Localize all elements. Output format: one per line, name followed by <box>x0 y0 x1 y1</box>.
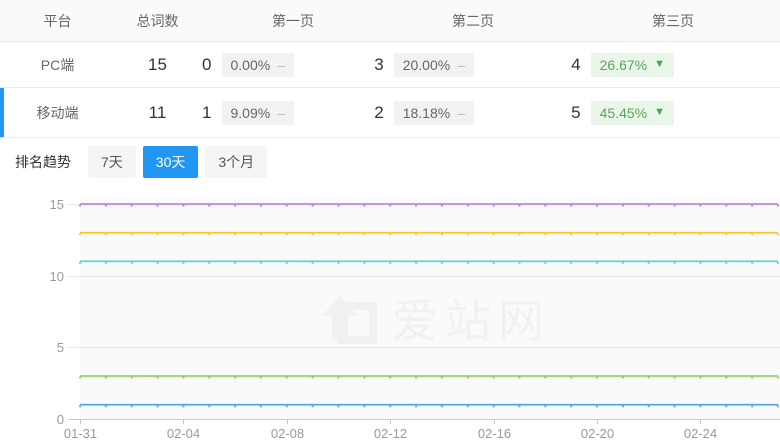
trend-flat-icon: – <box>457 104 465 121</box>
header-page2: 第二页 <box>452 12 494 29</box>
page3-pct: 45.45% <box>599 104 648 121</box>
page1-cell: 1 9.09% – <box>200 100 320 125</box>
tab-3-months[interactable]: 3个月 <box>205 145 268 178</box>
svg-text:02-08: 02-08 <box>271 426 304 441</box>
page3-pct-badge[interactable]: 26.67% ▼ <box>590 52 674 77</box>
page2-pct-badge: 20.00% – <box>393 52 474 77</box>
page2-pct: 20.00% <box>402 56 451 73</box>
tab-7-days[interactable]: 7天 <box>88 145 136 178</box>
trend-title: 排名趋势 <box>15 153 71 170</box>
keyword-rank-table: 平台 总词数 第一页 第二页 第三页 PC端 15 0 0.00% – 3 20… <box>0 0 780 138</box>
page1-pct: 9.09% <box>230 104 271 121</box>
svg-text:10: 10 <box>50 269 64 284</box>
svg-text:02-20: 02-20 <box>581 426 614 441</box>
page3-pct: 26.67% <box>599 56 648 73</box>
trend-flat-icon: – <box>277 104 285 121</box>
svg-text:5: 5 <box>57 340 64 355</box>
table-row-pc[interactable]: PC端 15 0 0.00% – 3 20.00% – 4 26.67% ▼ <box>0 42 780 88</box>
trend-line-chart-svg: 0 5 10 15 01-31 02-04 02-08 02-12 02-16 02-20 02-2… <box>50 197 780 441</box>
page3-pct-badge[interactable]: 45.45% ▼ <box>590 100 674 125</box>
page2-pct-badge: 18.18% – <box>393 100 474 125</box>
page3-count: 5 <box>571 102 581 122</box>
platform-label: PC端 <box>40 56 75 73</box>
page3-count: 4 <box>571 54 581 74</box>
page1-pct-badge: 9.09% – <box>221 100 294 125</box>
svg-text:02-24: 02-24 <box>684 426 717 441</box>
page3-cell: 5 45.45% ▼ <box>500 100 700 125</box>
header-page3: 第三页 <box>652 12 694 29</box>
svg-text:02-04: 02-04 <box>167 426 200 441</box>
table-header-row: 平台 总词数 第一页 第二页 第三页 <box>0 0 780 42</box>
trend-down-icon: ▼ <box>654 106 665 118</box>
platform-label: 移动端 <box>36 104 79 121</box>
table-row-mobile[interactable]: 移动端 11 1 9.09% – 2 18.18% – 5 45.45% ▼ <box>0 88 780 138</box>
page2-count: 3 <box>374 54 384 74</box>
page1-cell: 0 0.00% – <box>200 52 320 77</box>
page2-cell: 2 18.18% – <box>320 100 500 125</box>
page1-count: 1 <box>202 102 212 122</box>
tab-30-days[interactable]: 30天 <box>142 145 199 178</box>
ranking-trend-chart: 0 5 10 15 01-31 02-04 02-08 02-12 02-16 02-20 02-2… <box>0 185 780 446</box>
trend-flat-icon: – <box>457 56 465 73</box>
total-words-value: 15 <box>148 54 167 74</box>
total-words-value: 11 <box>148 102 167 122</box>
page1-pct-badge: 0.00% – <box>221 52 294 77</box>
page2-cell: 3 20.00% – <box>320 52 500 77</box>
svg-text:01-31: 01-31 <box>64 426 97 441</box>
page3-cell: 4 26.67% ▼ <box>500 52 700 77</box>
trend-flat-icon: – <box>277 56 285 73</box>
svg-text:15: 15 <box>50 197 64 212</box>
svg-text:02-16: 02-16 <box>478 426 511 441</box>
page2-count: 2 <box>374 102 384 122</box>
trend-toolbar: 排名趋势 7天 30天 3个月 <box>0 138 780 185</box>
header-platform: 平台 <box>43 12 72 29</box>
page1-count: 0 <box>202 54 212 74</box>
svg-text:02-12: 02-12 <box>374 426 407 441</box>
page2-pct: 18.18% <box>402 104 451 121</box>
page1-pct: 0.00% <box>230 56 271 73</box>
header-total-words: 总词数 <box>136 12 179 29</box>
header-page1: 第一页 <box>272 12 314 29</box>
svg-text:0: 0 <box>57 412 64 427</box>
trend-down-icon: ▼ <box>654 58 665 70</box>
